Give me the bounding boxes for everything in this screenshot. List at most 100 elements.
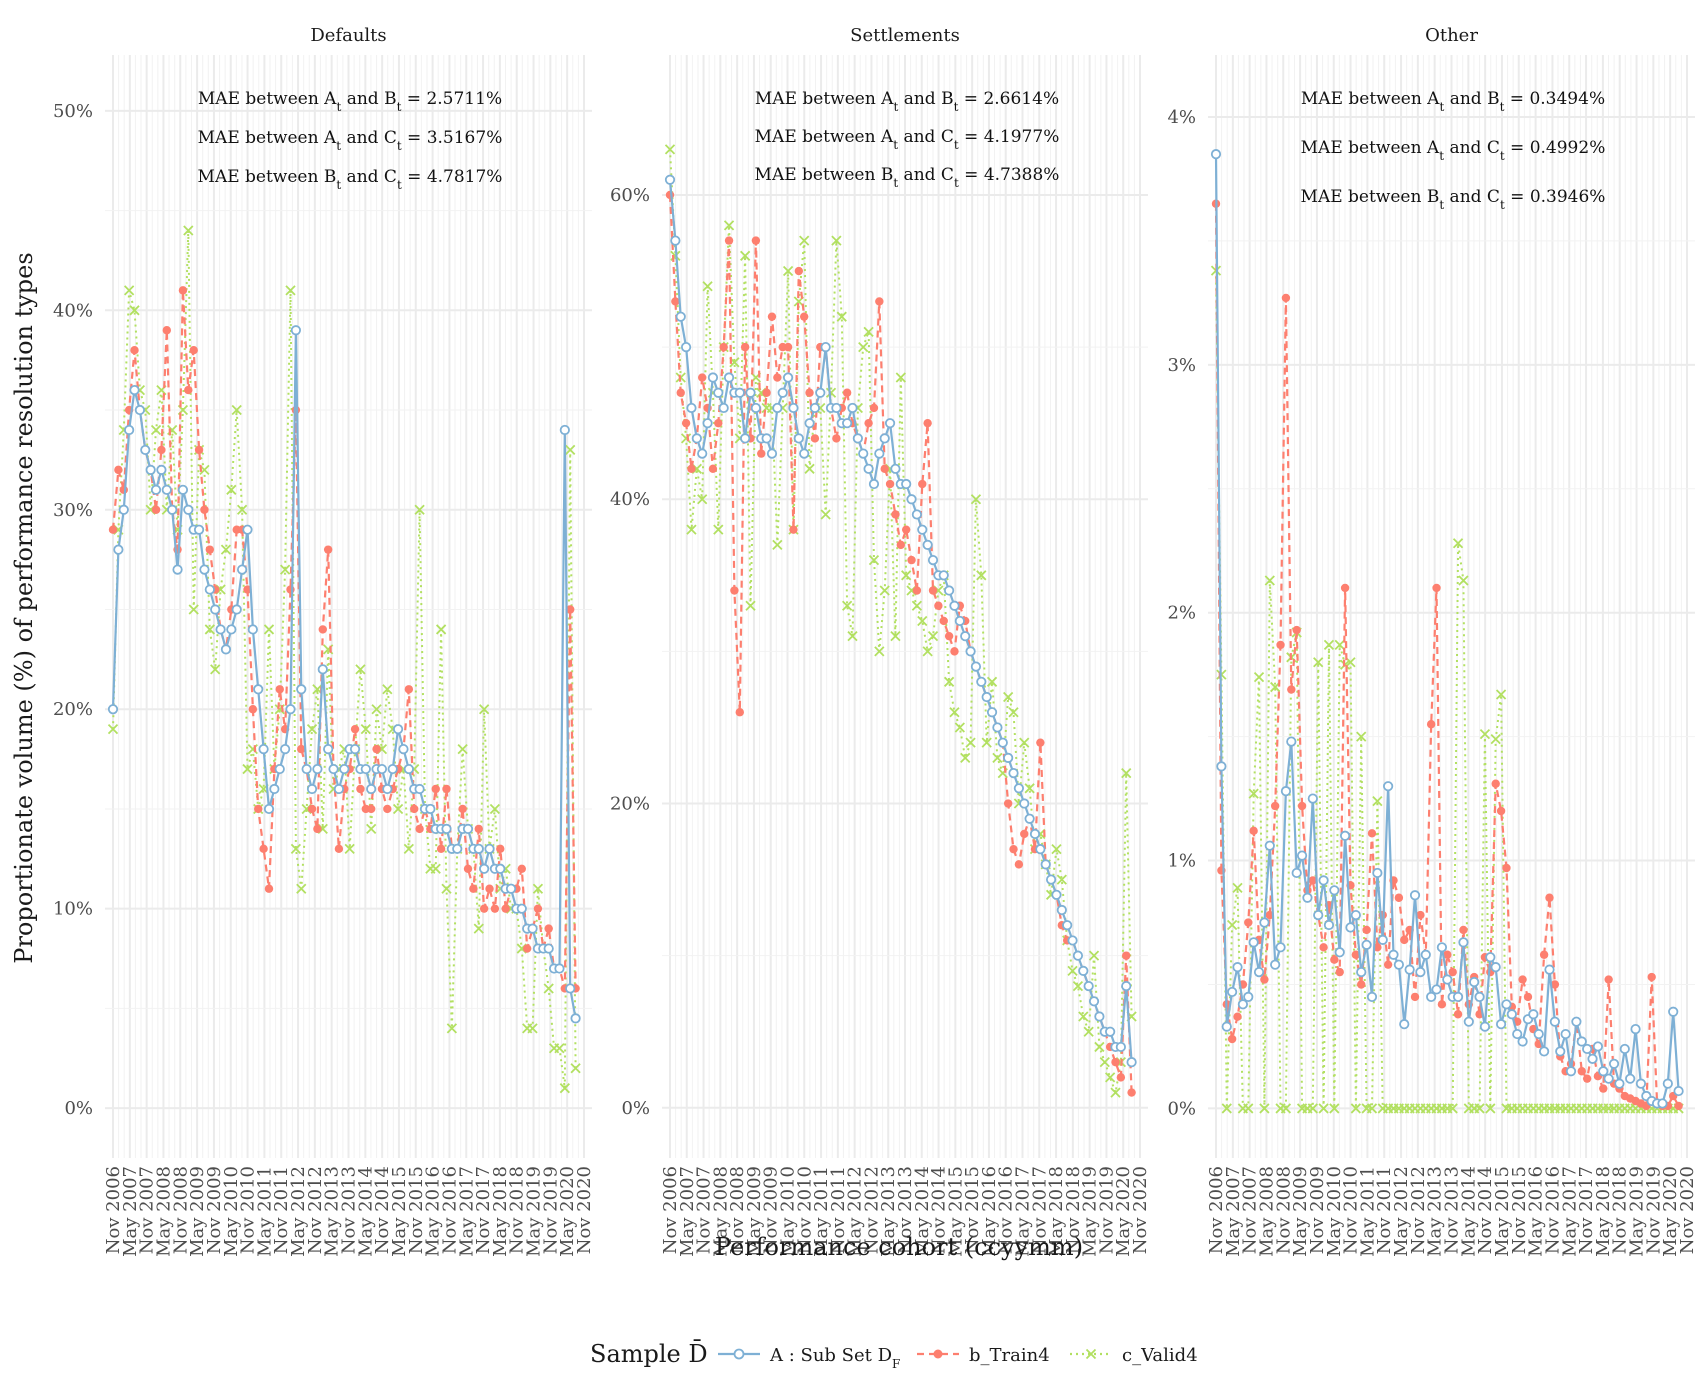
data-point: [231, 604, 242, 615]
data-point: [901, 525, 911, 534]
data-point: [554, 1043, 565, 1054]
x-tick-label: May 2010: [1324, 1166, 1345, 1257]
x-tick-label: Nov 2017: [473, 1166, 494, 1254]
x-tick-label: Nov 2020: [1130, 1166, 1151, 1254]
data-point: [852, 433, 863, 444]
data-point: [757, 449, 766, 458]
data-point: [1292, 625, 1301, 635]
data-point: [676, 388, 685, 397]
data-point: [713, 524, 724, 535]
x-tick-label: May 2013: [878, 1166, 899, 1257]
data-point: [1319, 943, 1328, 952]
series-line: [668, 194, 1133, 1093]
data-point: [1351, 950, 1361, 959]
y-tick-label: 2%: [1167, 603, 1196, 624]
data-point: [1555, 1046, 1566, 1057]
data-point: [333, 783, 345, 795]
mae-annotation: MAE between At and Ct = 4.1977%: [755, 127, 1060, 152]
data-point: [820, 509, 831, 520]
data-point: [1410, 992, 1420, 1002]
data-point: [918, 479, 927, 489]
data-point: [1072, 980, 1084, 992]
data-point: [210, 604, 221, 615]
data-point: [723, 372, 735, 383]
data-point: [484, 843, 495, 854]
data-point: [1458, 575, 1469, 586]
data-point: [479, 863, 490, 874]
data-point: [215, 624, 226, 635]
x-tick-label: May 2014: [1458, 1166, 1479, 1257]
data-point: [702, 281, 713, 292]
data-point: [1619, 1043, 1630, 1055]
data-point: [1024, 783, 1035, 794]
data-point: [1008, 707, 1019, 718]
data-point: [441, 883, 452, 894]
data-point: [360, 763, 371, 775]
x-tick-label: Nov 2016: [996, 1166, 1017, 1254]
data-point: [318, 625, 327, 634]
data-point: [258, 744, 269, 755]
data-point: [869, 403, 879, 413]
series-line: [1214, 203, 1680, 1108]
x-tick-label: Nov 2010: [1341, 1166, 1362, 1254]
data-point: [836, 311, 847, 322]
x-tick-label: Nov 2012: [861, 1166, 882, 1254]
y-tick-label: 40%: [610, 489, 650, 510]
data-point: [1668, 1006, 1679, 1017]
data-point: [376, 763, 388, 775]
data-point: [922, 646, 933, 657]
data-point: [533, 904, 543, 913]
x-tick-label: May 2012: [1391, 1166, 1412, 1257]
data-point: [1329, 885, 1340, 896]
data-point: [1388, 949, 1399, 960]
data-point: [1244, 918, 1253, 927]
data-point: [1459, 925, 1468, 935]
data-point: [809, 402, 821, 414]
data-point: [1523, 992, 1533, 1002]
data-point: [1479, 1021, 1491, 1032]
data-point: [992, 722, 1003, 733]
data-point: [339, 763, 350, 775]
x-tick-label: Nov 2013: [339, 1166, 360, 1254]
data-point: [831, 235, 842, 246]
data-point: [1334, 639, 1345, 651]
data-point: [868, 554, 880, 566]
data-point: [490, 904, 500, 913]
data-point: [868, 478, 880, 490]
data-point: [565, 983, 576, 994]
data-point: [981, 691, 992, 703]
data-point: [452, 843, 463, 854]
data-point: [1383, 781, 1394, 792]
data-point: [1662, 1078, 1673, 1089]
data-point: [392, 803, 404, 815]
data-point: [1587, 1053, 1598, 1064]
data-point: [371, 704, 382, 715]
x-tick-label: May 2014: [912, 1166, 933, 1257]
data-point: [1443, 950, 1452, 959]
x-tick-label: May 2007: [1223, 1166, 1244, 1257]
data-point: [189, 345, 198, 355]
data-point: [670, 235, 681, 246]
data-point: [124, 285, 135, 296]
data-point: [323, 744, 334, 755]
x-tick-label: Nov 2011: [828, 1166, 849, 1254]
data-point: [697, 448, 708, 459]
data-point: [1040, 859, 1051, 870]
data-point: [1448, 967, 1457, 977]
data-point: [740, 342, 750, 352]
data-point: [1366, 991, 1378, 1002]
x-tick-label: May 2020: [1113, 1166, 1134, 1257]
x-axis-title: Performance cohort (ccyymm): [715, 1233, 1083, 1261]
data-point: [702, 418, 713, 429]
data-point: [1437, 1000, 1447, 1009]
data-point: [1264, 840, 1275, 851]
series-a-sub-set-d-f: [1210, 149, 1684, 1109]
data-point: [118, 504, 129, 515]
data-point: [1350, 1103, 1361, 1114]
x-tick-label: Nov 2012: [305, 1166, 326, 1254]
mae-annotation: MAE between Bt and Ct = 0.3946%: [1301, 187, 1606, 212]
data-point: [1625, 1073, 1636, 1084]
data-point: [383, 804, 392, 814]
x-tick-label: Nov 2018: [507, 1166, 528, 1254]
